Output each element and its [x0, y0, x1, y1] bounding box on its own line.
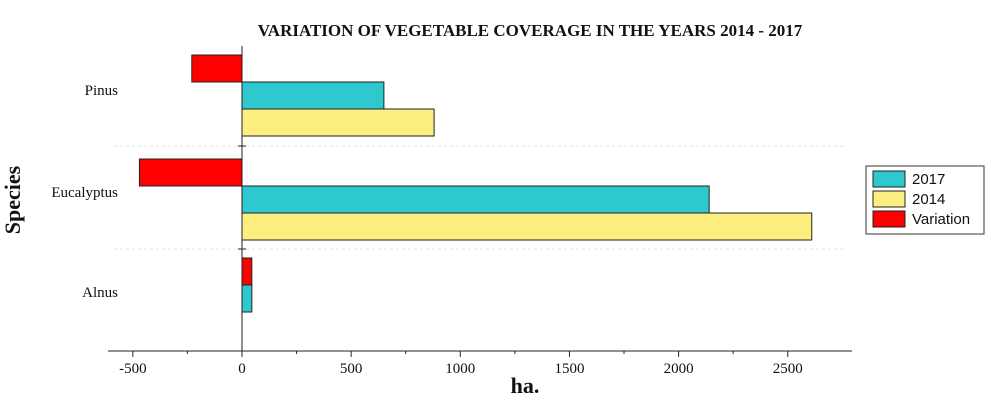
- bar-eucalyptus-2017: [241, 185, 710, 214]
- category-label-pinus: Pinus: [85, 83, 119, 99]
- category-separators: [114, 145, 846, 250]
- category-labels-group: Pinus Eucalyptus Alnus: [51, 83, 118, 301]
- x-tick-label: 1000: [445, 361, 475, 377]
- legend-swatch-variation: [872, 210, 906, 228]
- bar-pinus-variation: [191, 54, 243, 83]
- x-tick-label: 2000: [664, 361, 694, 377]
- bar-pinus-2017: [241, 81, 385, 110]
- x-axis-title: ha.: [511, 373, 540, 398]
- x-ticks-group: -500 0 500 1000 1500 2000 2500: [119, 351, 803, 377]
- category-label-eucalyptus: Eucalyptus: [51, 185, 118, 201]
- bar-alnus-variation: [241, 257, 253, 286]
- bar-eucalyptus-variation: [138, 158, 243, 187]
- y-axis-title: Species: [0, 165, 25, 234]
- legend-swatch-2014: [872, 190, 906, 208]
- legend-label-variation: Variation: [912, 211, 970, 228]
- axes-group: [108, 46, 852, 352]
- legend-swatch-2017: [872, 170, 906, 188]
- x-tick-label: -500: [119, 361, 147, 377]
- legend-label-2017: 2017: [912, 171, 945, 188]
- bar-alnus-2017: [241, 284, 253, 313]
- bars-group: [138, 54, 813, 313]
- legend: 2017 2014 Variation: [865, 165, 985, 235]
- chart-title: VARIATION OF VEGETABLE COVERAGE IN THE Y…: [258, 21, 803, 40]
- x-tick-label: 500: [340, 361, 363, 377]
- bar-eucalyptus-2014: [241, 212, 813, 241]
- x-tick-label: 0: [238, 361, 246, 377]
- x-tick-label: 2500: [773, 361, 803, 377]
- bar-pinus-2014: [241, 108, 435, 137]
- legend-label-2014: 2014: [912, 191, 945, 208]
- category-label-alnus: Alnus: [82, 285, 118, 301]
- x-tick-label: 1500: [554, 361, 584, 377]
